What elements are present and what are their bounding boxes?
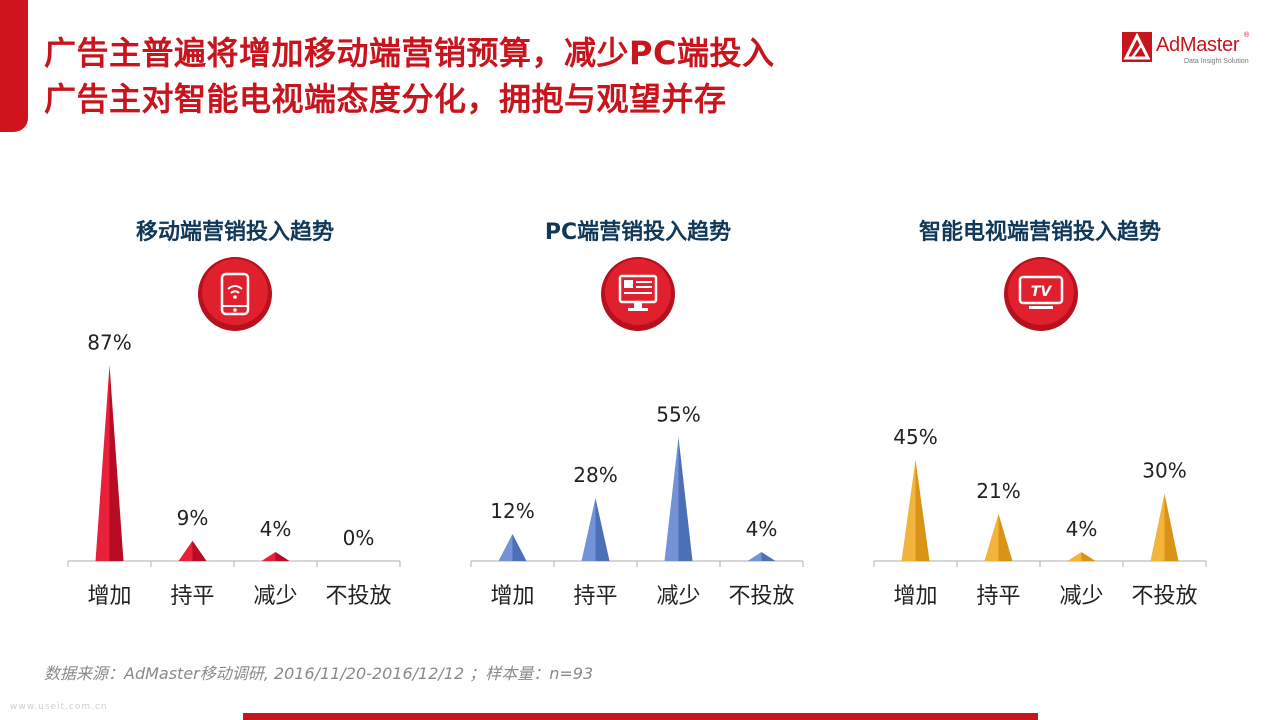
chart-title-pc: PC端营销投入趋势 — [544, 220, 732, 245]
bar-face-left — [1150, 493, 1165, 561]
data-label-pc: 55% — [656, 402, 700, 426]
category-label-tv: 不投放 — [1131, 584, 1197, 609]
desktop-monitor-icon — [601, 257, 675, 331]
logo-tagline: Data Insight Solution — [1184, 58, 1249, 65]
bar-face-right — [109, 365, 124, 561]
bar-face-left — [95, 365, 110, 561]
bar-face-right — [1081, 552, 1096, 561]
chart-title-tv: 智能电视端营销投入趋势 — [918, 220, 1161, 245]
bar-face-right — [761, 552, 776, 561]
data-label-tv: 30% — [1142, 459, 1186, 483]
bar-tv — [901, 459, 930, 561]
bar-face-right — [275, 552, 290, 561]
bar-face-left — [178, 540, 193, 561]
category-label-mobile: 减少 — [253, 584, 297, 609]
title-line-1: 广告主普遍将增加移动端营销预算，减少PC端投入 — [44, 34, 775, 72]
data-label-pc: 4% — [746, 517, 778, 541]
logo-registered-mark: ® — [1244, 32, 1250, 39]
category-label-pc: 不投放 — [728, 584, 794, 609]
data-label-mobile: 87% — [87, 330, 131, 354]
bar-mobile — [95, 365, 124, 561]
logo-brand-name: AdMaster — [1156, 34, 1240, 56]
bar-pc — [747, 552, 776, 561]
header-accent-bar — [0, 0, 28, 132]
category-label-tv: 持平 — [976, 584, 1020, 609]
bar-face-right — [915, 459, 930, 561]
category-label-mobile: 不投放 — [325, 584, 391, 609]
category-label-pc: 减少 — [656, 584, 700, 609]
bar-face-right — [998, 513, 1013, 561]
bar-face-left — [747, 552, 762, 561]
data-label-pc: 12% — [490, 499, 534, 523]
data-label-pc: 28% — [573, 463, 617, 487]
smartphone-wifi-icon — [198, 257, 272, 331]
bar-face-left — [901, 459, 916, 561]
bar-mobile — [261, 552, 290, 561]
data-label-mobile: 4% — [260, 517, 292, 541]
data-source-note: 数据来源：AdMaster移动调研, 2016/11/20-2016/12/12… — [44, 664, 594, 683]
bar-mobile — [178, 540, 207, 561]
bar-face-right — [595, 498, 610, 561]
bar-tv — [1150, 493, 1179, 561]
category-label-tv: 减少 — [1059, 584, 1103, 609]
chart-title-mobile: 移动端营销投入趋势 — [135, 220, 334, 245]
tv-icon-label: TV — [1031, 284, 1053, 300]
category-label-pc: 增加 — [490, 584, 534, 609]
bar-face-left — [581, 498, 596, 561]
bar-pc — [498, 534, 527, 561]
bar-face-right — [678, 437, 693, 561]
bar-face-left — [664, 437, 679, 561]
data-label-tv: 45% — [893, 425, 937, 449]
watermark: www.useit.com.cn — [10, 702, 108, 712]
bar-tv — [984, 513, 1013, 561]
bar-face-right — [192, 540, 207, 561]
category-label-pc: 持平 — [573, 584, 617, 609]
bar-face-left — [984, 513, 999, 561]
bar-face-left — [261, 552, 276, 561]
data-label-mobile: 0% — [343, 526, 375, 550]
category-label-mobile: 增加 — [87, 584, 131, 609]
page-title: 广告主普遍将增加移动端营销预算，减少PC端投入 广告主对智能电视端态度分化，拥抱… — [44, 30, 774, 122]
bar-face-right — [1164, 493, 1179, 561]
data-label-tv: 4% — [1066, 517, 1098, 541]
category-label-mobile: 持平 — [170, 584, 214, 609]
data-label-tv: 21% — [976, 479, 1020, 503]
bar-face-left — [498, 534, 513, 561]
footer-accent-bar — [243, 713, 1038, 720]
bar-tv — [1067, 552, 1096, 561]
admaster-logo-mark-icon — [1122, 32, 1152, 62]
bar-pc — [581, 498, 610, 561]
bar-pc — [664, 437, 693, 561]
bar-face-left — [1067, 552, 1082, 561]
bar-face-right — [512, 534, 527, 561]
data-label-mobile: 9% — [177, 506, 209, 530]
admaster-logo: AdMaster ® Data Insight Solution — [1122, 32, 1252, 68]
title-line-2: 广告主对智能电视端态度分化，拥抱与观望并存 — [44, 80, 727, 118]
tv-icon: TV — [1004, 257, 1078, 331]
category-label-tv: 增加 — [893, 584, 937, 609]
